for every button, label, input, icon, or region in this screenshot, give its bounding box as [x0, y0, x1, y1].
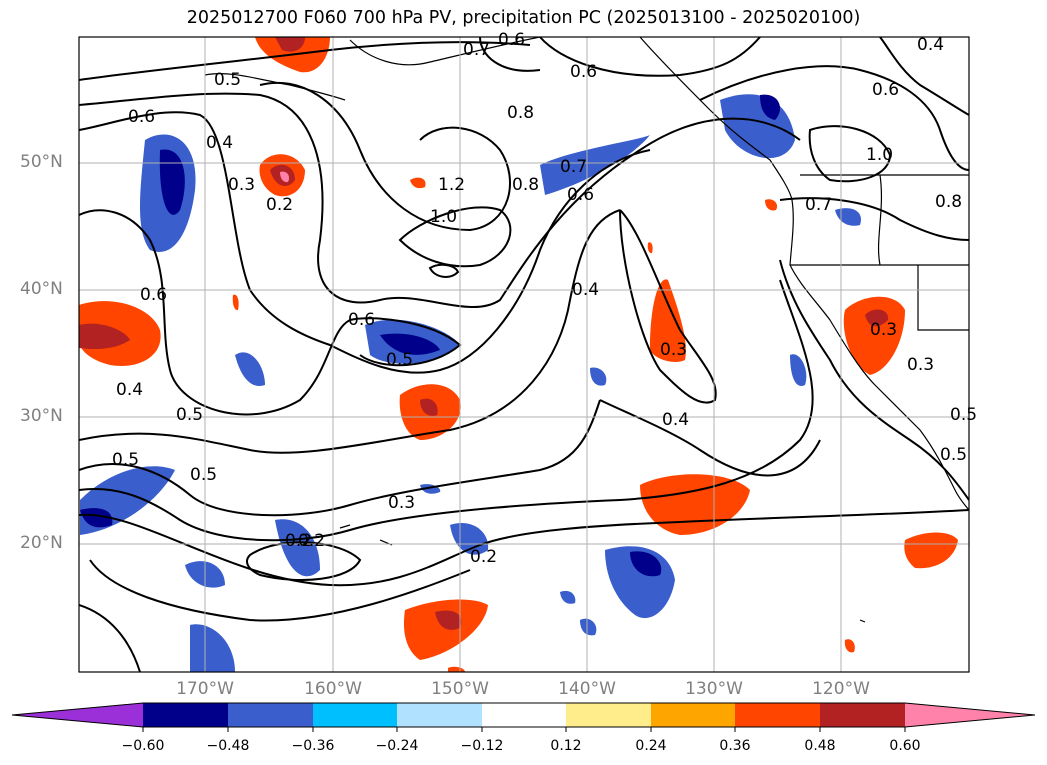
contour-label: 0.3 — [660, 340, 687, 360]
contour-label: 0.8 — [512, 175, 539, 195]
contour-label: 0.3 — [228, 175, 255, 195]
colorbar-tick-label: 0.24 — [635, 738, 667, 754]
colorbar-tick-label: 0.12 — [550, 738, 582, 754]
contour-label: 0.5 — [940, 445, 967, 465]
map-title: 2025012700 F060 700 hPa PV, precipitatio… — [186, 8, 861, 28]
contour-label: 0.2 — [298, 531, 325, 551]
lon-label-160w: 160°W — [304, 679, 362, 699]
contour-label: 0.8 — [507, 103, 534, 123]
colorbar-extend-max — [905, 703, 1035, 727]
colorbar — [11, 702, 1036, 732]
lon-label-130w: 130°W — [685, 679, 743, 699]
contour-label: 0.6 — [348, 310, 375, 330]
contour-label: 0.4 — [572, 280, 599, 300]
contour-label: 0.2 — [470, 547, 497, 567]
contour-label: 0.7 — [463, 40, 490, 60]
contour-label: 0.3 — [388, 493, 415, 513]
contour-label: 0.3 — [870, 320, 897, 340]
contour-label: 1.2 — [438, 175, 465, 195]
contour-label: 0.2 — [266, 195, 293, 215]
contour-label: 0.5 — [950, 405, 977, 425]
colorbar-tick-label: −0.36 — [291, 738, 335, 754]
contour-label: 0.5 — [214, 70, 241, 90]
colorbar-tick-label: 0.60 — [889, 738, 921, 754]
contour-label: 0.6 — [128, 107, 155, 127]
contour-label: 0.5 — [190, 465, 217, 485]
lon-label-150w: 150°W — [431, 679, 489, 699]
lon-label-170w: 170°W — [176, 679, 234, 699]
contour-labels: 0.5 0.6 0.7 0.8 1.0 1.2 0.4 0.3 0.2 0.6 … — [112, 30, 977, 567]
contour-label: 0.4 — [206, 133, 233, 153]
contour-label: 0.3 — [907, 355, 934, 375]
contour-label: 1.0 — [430, 207, 457, 227]
colorbar-tick-label: 0.36 — [719, 738, 751, 754]
contour-label: 0.5 — [176, 405, 203, 425]
lat-label-50n: 50°N — [20, 152, 63, 172]
contour-label: 1.0 — [866, 145, 893, 165]
colorbar-extend-min — [12, 703, 143, 727]
contour-label: 0.7 — [805, 195, 832, 215]
contour-label: 0.5 — [386, 350, 413, 370]
coastlines — [204, 37, 969, 623]
pv-contours — [79, 37, 969, 672]
contour-label: 0.6 — [498, 30, 525, 50]
contour-label: 0.6 — [140, 285, 167, 305]
colorbar-tick-label: −0.48 — [206, 738, 250, 754]
graticule — [79, 37, 969, 672]
lat-label-40n: 40°N — [20, 279, 63, 299]
colorbar-tick-label: −0.24 — [375, 738, 419, 754]
colorbar-tick-label: −0.12 — [460, 738, 504, 754]
lon-label-120w: 120°W — [812, 679, 870, 699]
lat-label-30n: 30°N — [20, 406, 63, 426]
contour-label: 0.4 — [116, 380, 143, 400]
contour-label: 0.5 — [112, 450, 139, 470]
map-frame — [78, 36, 970, 673]
contour-label: 0.6 — [567, 185, 594, 205]
contour-label: 0.4 — [662, 410, 689, 430]
contour-label: 0.2 — [285, 531, 312, 551]
contour-label: 0.7 — [560, 157, 587, 177]
contour-label: 0.6 — [570, 62, 597, 82]
lat-label-20n: 20°N — [20, 533, 63, 553]
colorbar-tick-label: 0.48 — [804, 738, 836, 754]
contour-label: 0.4 — [917, 35, 944, 55]
contour-label: 0.6 — [872, 80, 899, 100]
colorbar-tick-label: −0.60 — [121, 738, 165, 754]
lon-label-140w: 140°W — [558, 679, 616, 699]
contour-label: 0.8 — [935, 192, 962, 212]
